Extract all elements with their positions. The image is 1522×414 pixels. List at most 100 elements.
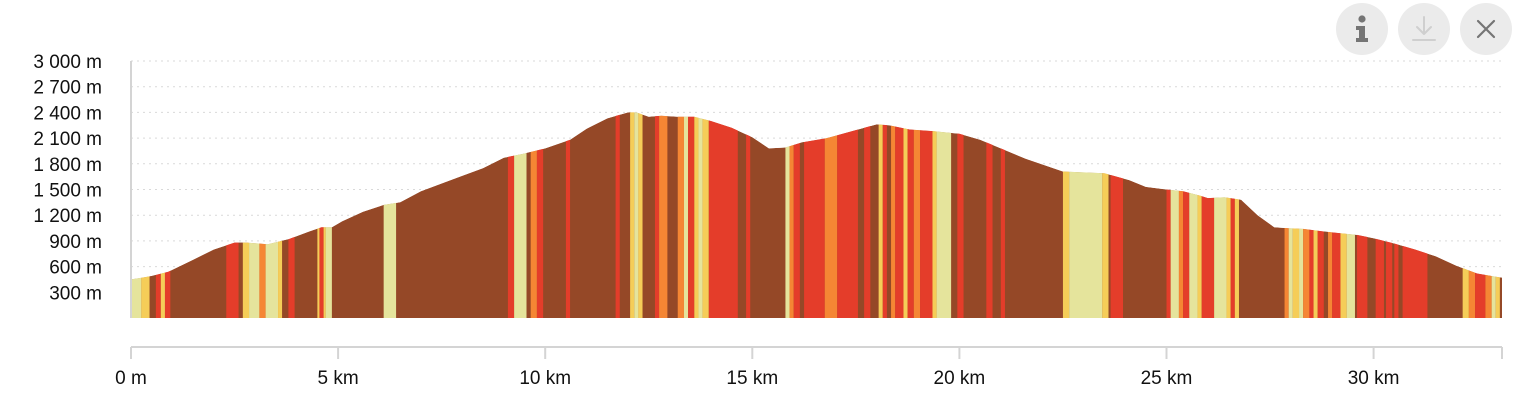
gradient-band <box>913 112 921 319</box>
gradient-band <box>259 112 266 319</box>
gradient-band <box>1340 112 1347 319</box>
gradient-band <box>615 112 620 319</box>
gradient-band <box>323 112 326 319</box>
gradient-band <box>891 112 896 319</box>
gradient-band <box>1402 112 1428 319</box>
gradient-band <box>654 112 660 319</box>
gradient-band <box>325 112 332 319</box>
gradient-band <box>708 112 738 319</box>
gradient-band <box>1110 112 1124 319</box>
gradient-band <box>903 112 908 319</box>
gradient-band <box>694 112 699 319</box>
y-tick-label: 1 800 m <box>33 155 102 176</box>
y-tick-label: 3 000 m <box>33 52 102 73</box>
y-tick-label: 2 100 m <box>33 129 102 150</box>
gradient-band <box>242 112 250 319</box>
gradient-band <box>746 112 751 319</box>
gradient-band <box>1178 112 1184 319</box>
close-button[interactable] <box>1460 3 1512 55</box>
gradient-band <box>824 112 838 319</box>
gradient-band <box>278 112 283 319</box>
y-tick-label: 2 700 m <box>33 78 102 99</box>
download-button[interactable] <box>1398 3 1450 55</box>
gradient-band <box>164 112 171 319</box>
gradient-band <box>1309 112 1314 319</box>
gradient-band <box>1475 112 1486 319</box>
gradient-band <box>932 112 937 319</box>
gradient-band <box>131 112 142 319</box>
gradient-band <box>1357 112 1368 319</box>
x-tick-label: 5 km <box>318 368 359 389</box>
gradient-band <box>702 112 709 319</box>
gradient-band <box>878 112 883 319</box>
gradient-band <box>793 112 800 319</box>
chart-toolbar <box>1336 3 1512 55</box>
axes <box>130 61 1502 348</box>
gradient-band <box>1495 112 1500 319</box>
gradient-band <box>837 112 858 319</box>
gradient-band <box>683 112 689 319</box>
gradient-band <box>1000 112 1005 319</box>
gradient-band <box>1166 112 1171 319</box>
gradient-band <box>1234 112 1239 319</box>
y-tick-label: 1 200 m <box>33 206 102 227</box>
gradient-band <box>688 112 695 319</box>
gradient-band <box>507 112 515 319</box>
gradient-band <box>789 112 794 319</box>
gradient-band <box>698 112 703 319</box>
gradient-band <box>1303 112 1310 319</box>
gradient-band <box>149 112 156 319</box>
x-tick-label: 0 m <box>115 368 147 389</box>
y-tick-label: 1 500 m <box>33 181 102 202</box>
gradient-band <box>1394 112 1399 319</box>
gradient-band <box>249 112 260 319</box>
gradient-band <box>160 112 165 319</box>
gradient-band <box>864 112 871 319</box>
gradient-band <box>1201 112 1215 319</box>
gradient-band <box>565 112 571 319</box>
gradient-band <box>1332 112 1341 319</box>
gradient-band <box>1189 112 1198 319</box>
gradient-band <box>882 112 887 319</box>
gradient-band <box>1375 112 1384 319</box>
gradient-band <box>1462 112 1469 319</box>
gradient-band <box>986 112 993 319</box>
gradient-band <box>536 112 544 319</box>
gradient-band <box>638 112 643 319</box>
gradient-band <box>288 112 295 319</box>
gradient-band <box>1183 112 1190 319</box>
gradient-band <box>1288 112 1293 319</box>
gradient-band <box>1170 112 1179 319</box>
gradient-band <box>957 112 964 319</box>
gradient-band <box>226 112 239 319</box>
x-tick-label: 25 km <box>1141 368 1193 389</box>
gradient-band <box>1468 112 1476 319</box>
gradient-band <box>141 112 150 319</box>
y-tick-label: 600 m <box>49 258 102 279</box>
gradient-band <box>1102 112 1109 319</box>
gradient-band <box>383 112 397 319</box>
gradient-band <box>799 112 805 319</box>
x-axis-ticks: 0 m 5 km 10 km 15 km 20 km 25 km 30 km <box>115 347 1503 389</box>
gradient-band <box>1485 112 1492 319</box>
gradient-band <box>936 112 952 319</box>
close-icon <box>1476 19 1496 39</box>
gradient-band <box>1328 112 1333 319</box>
gradient-band <box>1491 112 1496 319</box>
gradient-band <box>920 112 933 319</box>
gradient-band <box>319 112 324 319</box>
gradient-band <box>1323 112 1329 319</box>
download-icon <box>1412 16 1436 41</box>
x-tick-label: 20 km <box>934 368 986 389</box>
gradient-band <box>659 112 668 319</box>
gradient-band <box>1230 112 1235 319</box>
gradient-band <box>804 112 825 319</box>
y-tick-label: 900 m <box>49 232 102 253</box>
gradient-band <box>785 112 790 319</box>
x-tick-label: 30 km <box>1348 368 1400 389</box>
x-tick-label: 10 km <box>519 368 571 389</box>
gradient-band <box>1292 112 1300 319</box>
gradient-band <box>265 112 279 319</box>
info-button[interactable] <box>1336 3 1388 55</box>
y-axis-ticks: 300 m 600 m 900 m 1 200 m 1 500 m 1 800 m 2 10… <box>33 52 102 304</box>
